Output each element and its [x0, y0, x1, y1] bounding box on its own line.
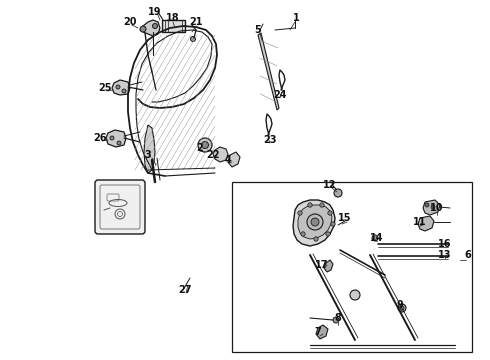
Circle shape	[425, 203, 429, 207]
Circle shape	[372, 235, 378, 241]
Text: 9: 9	[396, 300, 403, 310]
Text: 7: 7	[315, 327, 321, 337]
Circle shape	[311, 218, 319, 226]
Circle shape	[191, 36, 196, 41]
Text: 2: 2	[196, 143, 203, 153]
Polygon shape	[144, 125, 155, 173]
Polygon shape	[228, 152, 240, 167]
Circle shape	[350, 290, 360, 300]
Circle shape	[110, 136, 114, 140]
Circle shape	[201, 141, 209, 148]
Circle shape	[431, 205, 435, 209]
Text: 10: 10	[430, 203, 444, 213]
Circle shape	[152, 23, 157, 28]
Circle shape	[320, 203, 324, 207]
Circle shape	[331, 222, 335, 226]
Polygon shape	[418, 216, 434, 231]
Circle shape	[314, 237, 318, 241]
Polygon shape	[293, 200, 335, 246]
Polygon shape	[112, 80, 130, 95]
Text: 13: 13	[438, 250, 452, 260]
Text: 22: 22	[206, 150, 220, 160]
Text: 5: 5	[255, 25, 261, 35]
Text: 12: 12	[323, 180, 337, 190]
Circle shape	[398, 304, 406, 312]
Text: 4: 4	[224, 155, 231, 165]
Text: 14: 14	[370, 233, 384, 243]
Circle shape	[333, 317, 339, 323]
Text: 19: 19	[148, 7, 162, 17]
Text: 11: 11	[413, 217, 427, 227]
Circle shape	[298, 211, 302, 215]
Text: 15: 15	[338, 213, 352, 223]
Circle shape	[116, 85, 120, 89]
Text: 8: 8	[335, 313, 342, 323]
Text: 6: 6	[465, 250, 471, 260]
Text: 21: 21	[189, 17, 203, 27]
Polygon shape	[162, 20, 185, 32]
Circle shape	[140, 26, 146, 32]
FancyBboxPatch shape	[95, 180, 145, 234]
Text: 23: 23	[263, 135, 277, 145]
Circle shape	[301, 232, 305, 236]
Polygon shape	[213, 147, 228, 162]
Text: 16: 16	[438, 239, 452, 249]
Circle shape	[328, 211, 332, 215]
Text: 25: 25	[98, 83, 112, 93]
Text: 20: 20	[123, 17, 137, 27]
Circle shape	[198, 138, 212, 152]
Text: 26: 26	[93, 133, 107, 143]
Circle shape	[334, 189, 342, 197]
Text: 27: 27	[178, 285, 192, 295]
Polygon shape	[316, 325, 328, 339]
Polygon shape	[423, 200, 440, 215]
Circle shape	[307, 214, 323, 230]
Text: 17: 17	[315, 260, 329, 270]
Text: 3: 3	[145, 150, 151, 160]
Text: 18: 18	[166, 13, 180, 23]
Circle shape	[326, 232, 330, 236]
Polygon shape	[298, 205, 332, 239]
Circle shape	[122, 89, 126, 93]
Polygon shape	[106, 130, 126, 147]
Text: 24: 24	[273, 90, 287, 100]
Polygon shape	[140, 20, 160, 36]
Circle shape	[308, 203, 312, 207]
Circle shape	[400, 306, 404, 310]
Polygon shape	[324, 260, 333, 272]
Polygon shape	[258, 33, 279, 110]
Text: 1: 1	[293, 13, 299, 23]
Circle shape	[117, 141, 121, 145]
